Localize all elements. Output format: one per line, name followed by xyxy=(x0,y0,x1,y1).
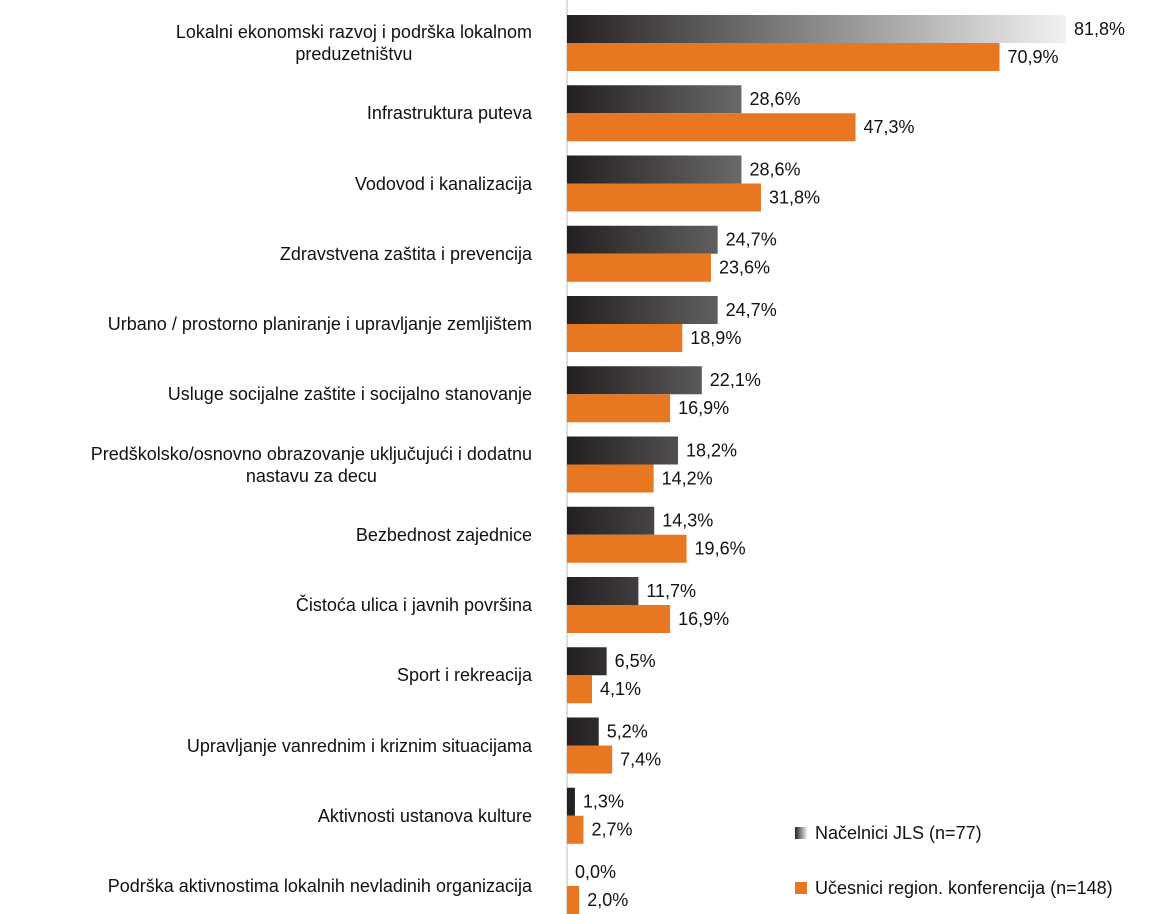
value-label: 11,7% xyxy=(646,581,696,601)
category-label: Usluge socijalne zaštite i socijalno sta… xyxy=(167,384,532,405)
value-label: 81,8% xyxy=(1074,19,1125,39)
category-label: Infrastruktura puteva xyxy=(366,103,532,124)
bar xyxy=(567,43,1000,71)
value-label: 19,6% xyxy=(695,539,746,559)
bar xyxy=(567,253,711,282)
bar xyxy=(567,436,679,465)
legend-label: Načelnici JLS (n=77) xyxy=(815,823,982,843)
category-label: Bezbednost zajednice xyxy=(355,524,532,545)
value-label: 23,6% xyxy=(719,258,770,278)
bar xyxy=(567,886,580,914)
bar xyxy=(567,534,687,563)
value-label: 1,3% xyxy=(583,792,624,812)
value-label: 28,6% xyxy=(749,89,800,109)
value-label: 14,2% xyxy=(662,468,713,488)
value-label: 16,9% xyxy=(678,609,729,629)
bar xyxy=(567,815,584,844)
value-label: 5,2% xyxy=(607,721,648,741)
bar xyxy=(567,717,599,746)
bar xyxy=(567,366,702,395)
value-label: 4,1% xyxy=(600,679,641,699)
bar xyxy=(567,225,718,254)
bar xyxy=(567,15,1066,43)
value-label: 7,4% xyxy=(620,749,661,769)
category-label: Upravljanje vanrednim i kriznim situacij… xyxy=(186,735,532,756)
category-label: Zdravstvena zaštita i prevencija xyxy=(279,243,532,264)
value-label: 24,7% xyxy=(726,230,777,250)
category-label: Čistoća ulica i javnih površina xyxy=(295,595,532,615)
bar xyxy=(567,787,575,816)
value-label: 47,3% xyxy=(864,117,915,137)
legend-label: Učesnici region. konferencija (n=148) xyxy=(815,878,1113,898)
value-label: 22,1% xyxy=(710,370,761,390)
bar xyxy=(567,296,718,324)
value-label: 14,3% xyxy=(662,511,713,531)
bar xyxy=(567,394,671,423)
value-label: 18,9% xyxy=(690,328,741,348)
value-label: 24,7% xyxy=(726,300,777,320)
value-label: 6,5% xyxy=(615,651,656,671)
bar xyxy=(567,506,655,535)
category-label: Urbano / prostorno planiranje i upravlja… xyxy=(107,314,532,334)
category-label: Podrška aktivnostima lokalnih nevladinih… xyxy=(107,876,532,896)
value-label: 18,2% xyxy=(686,440,737,460)
legend-swatch xyxy=(795,827,807,839)
value-label: 28,6% xyxy=(749,159,800,179)
bar xyxy=(567,85,742,114)
bar xyxy=(567,605,671,633)
category-label: Lokalni ekonomski razvoj i podrška lokal… xyxy=(175,22,532,64)
bar xyxy=(567,577,639,605)
bar xyxy=(567,464,654,493)
value-label: 31,8% xyxy=(769,187,820,207)
category-label: Predškolsko/osnovno obrazovanje uključuj… xyxy=(90,443,532,486)
legend-swatch xyxy=(795,882,807,894)
bar xyxy=(567,745,613,774)
category-label: Sport i rekreacija xyxy=(396,665,532,686)
value-label: 16,9% xyxy=(678,398,729,418)
bar xyxy=(567,675,593,704)
value-label: 2,7% xyxy=(591,820,632,840)
value-label: 2,0% xyxy=(587,890,628,910)
value-label: 70,9% xyxy=(1007,47,1058,67)
value-label: 0,0% xyxy=(575,862,616,882)
bar xyxy=(567,324,683,352)
category-label: Aktivnosti ustanova kulture xyxy=(317,805,532,826)
category-label: Vodovod i kanalizacija xyxy=(354,173,532,194)
bar xyxy=(567,647,607,676)
bar xyxy=(567,183,761,212)
bar xyxy=(567,155,742,184)
bar xyxy=(567,113,856,142)
